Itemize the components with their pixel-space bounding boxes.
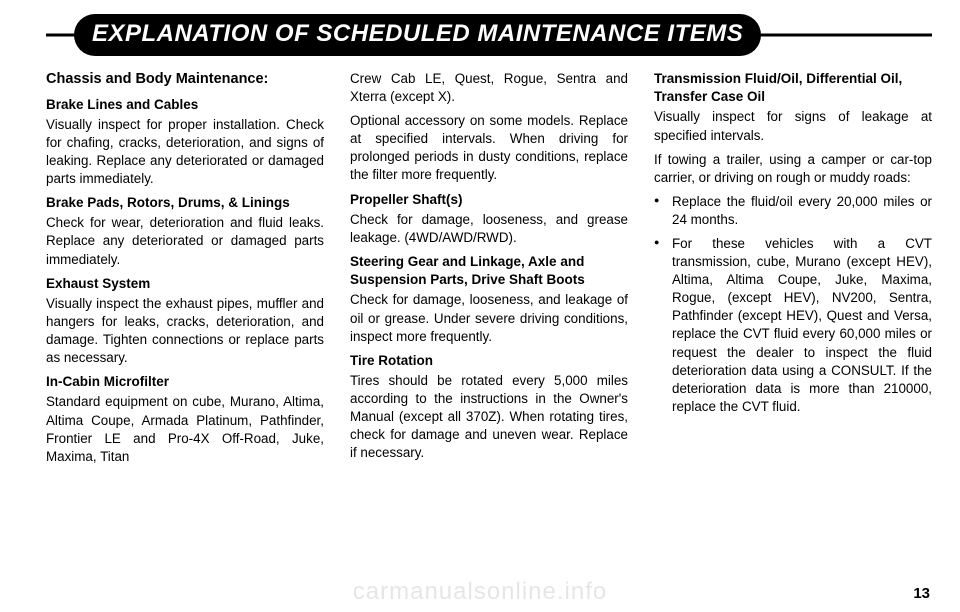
col3-body1: Visually inspect for signs of leakage at… xyxy=(654,108,932,144)
col1-sec0-body: Visually inspect for proper installation… xyxy=(46,116,324,188)
col3-body2: If towing a trailer, using a camper or c… xyxy=(654,151,932,187)
col1-sec1-body: Check for wear, deterioration and fluid … xyxy=(46,214,324,268)
col1-sec3-body: Standard equipment on cube, Murano, Alti… xyxy=(46,393,324,465)
col3-bullet-1: For these vehicles with a CVT transmissi… xyxy=(654,235,932,416)
col1-heading: Chassis and Body Maintenance: xyxy=(46,70,324,90)
col2-sec1-body: Check for damage, looseness, and leakage… xyxy=(350,291,628,345)
page: EXPLANATION OF SCHEDULED MAINTENANCE ITE… xyxy=(0,0,960,612)
column-3: Transmission Fluid/Oil, Differential Oil… xyxy=(654,70,932,472)
col3-bullet-0: Replace the fluid/oil every 20,000 miles… xyxy=(654,193,932,229)
col2-lead: Crew Cab LE, Quest, Rogue, Sentra and Xt… xyxy=(350,70,628,106)
column-2: Crew Cab LE, Quest, Rogue, Sentra and Xt… xyxy=(350,70,628,472)
column-1: Chassis and Body Maintenance: Brake Line… xyxy=(46,70,324,472)
columns: Chassis and Body Maintenance: Brake Line… xyxy=(46,70,932,472)
col2-sec2-title: Tire Rotation xyxy=(350,352,628,370)
col2-sec0-body: Check for damage, looseness, and grease … xyxy=(350,211,628,247)
page-number: 13 xyxy=(913,585,930,602)
watermark: carmanualsonline.info xyxy=(353,578,607,606)
col1-sec1-title: Brake Pads, Rotors, Drums, & Linings xyxy=(46,194,324,212)
col2-sec1-title: Steering Gear and Linkage, Axle and Susp… xyxy=(350,253,628,289)
col2-lead2: Optional accessory on some models. Repla… xyxy=(350,112,628,184)
col1-sec2-title: Exhaust System xyxy=(46,275,324,293)
col1-sec2-body: Visually inspect the exhaust pipes, muff… xyxy=(46,295,324,367)
col3-bullets: Replace the fluid/oil every 20,000 miles… xyxy=(654,193,932,416)
col1-sec3-title: In-Cabin Microfilter xyxy=(46,373,324,391)
col3-heading: Transmission Fluid/Oil, Differential Oil… xyxy=(654,70,932,106)
col1-sec0-title: Brake Lines and Cables xyxy=(46,96,324,114)
col2-sec2-body: Tires should be rotated every 5,000 mile… xyxy=(350,372,628,462)
header-banner: EXPLANATION OF SCHEDULED MAINTENANCE ITE… xyxy=(74,14,761,56)
header-banner-wrap: EXPLANATION OF SCHEDULED MAINTENANCE ITE… xyxy=(46,14,932,56)
col2-sec0-title: Propeller Shaft(s) xyxy=(350,191,628,209)
